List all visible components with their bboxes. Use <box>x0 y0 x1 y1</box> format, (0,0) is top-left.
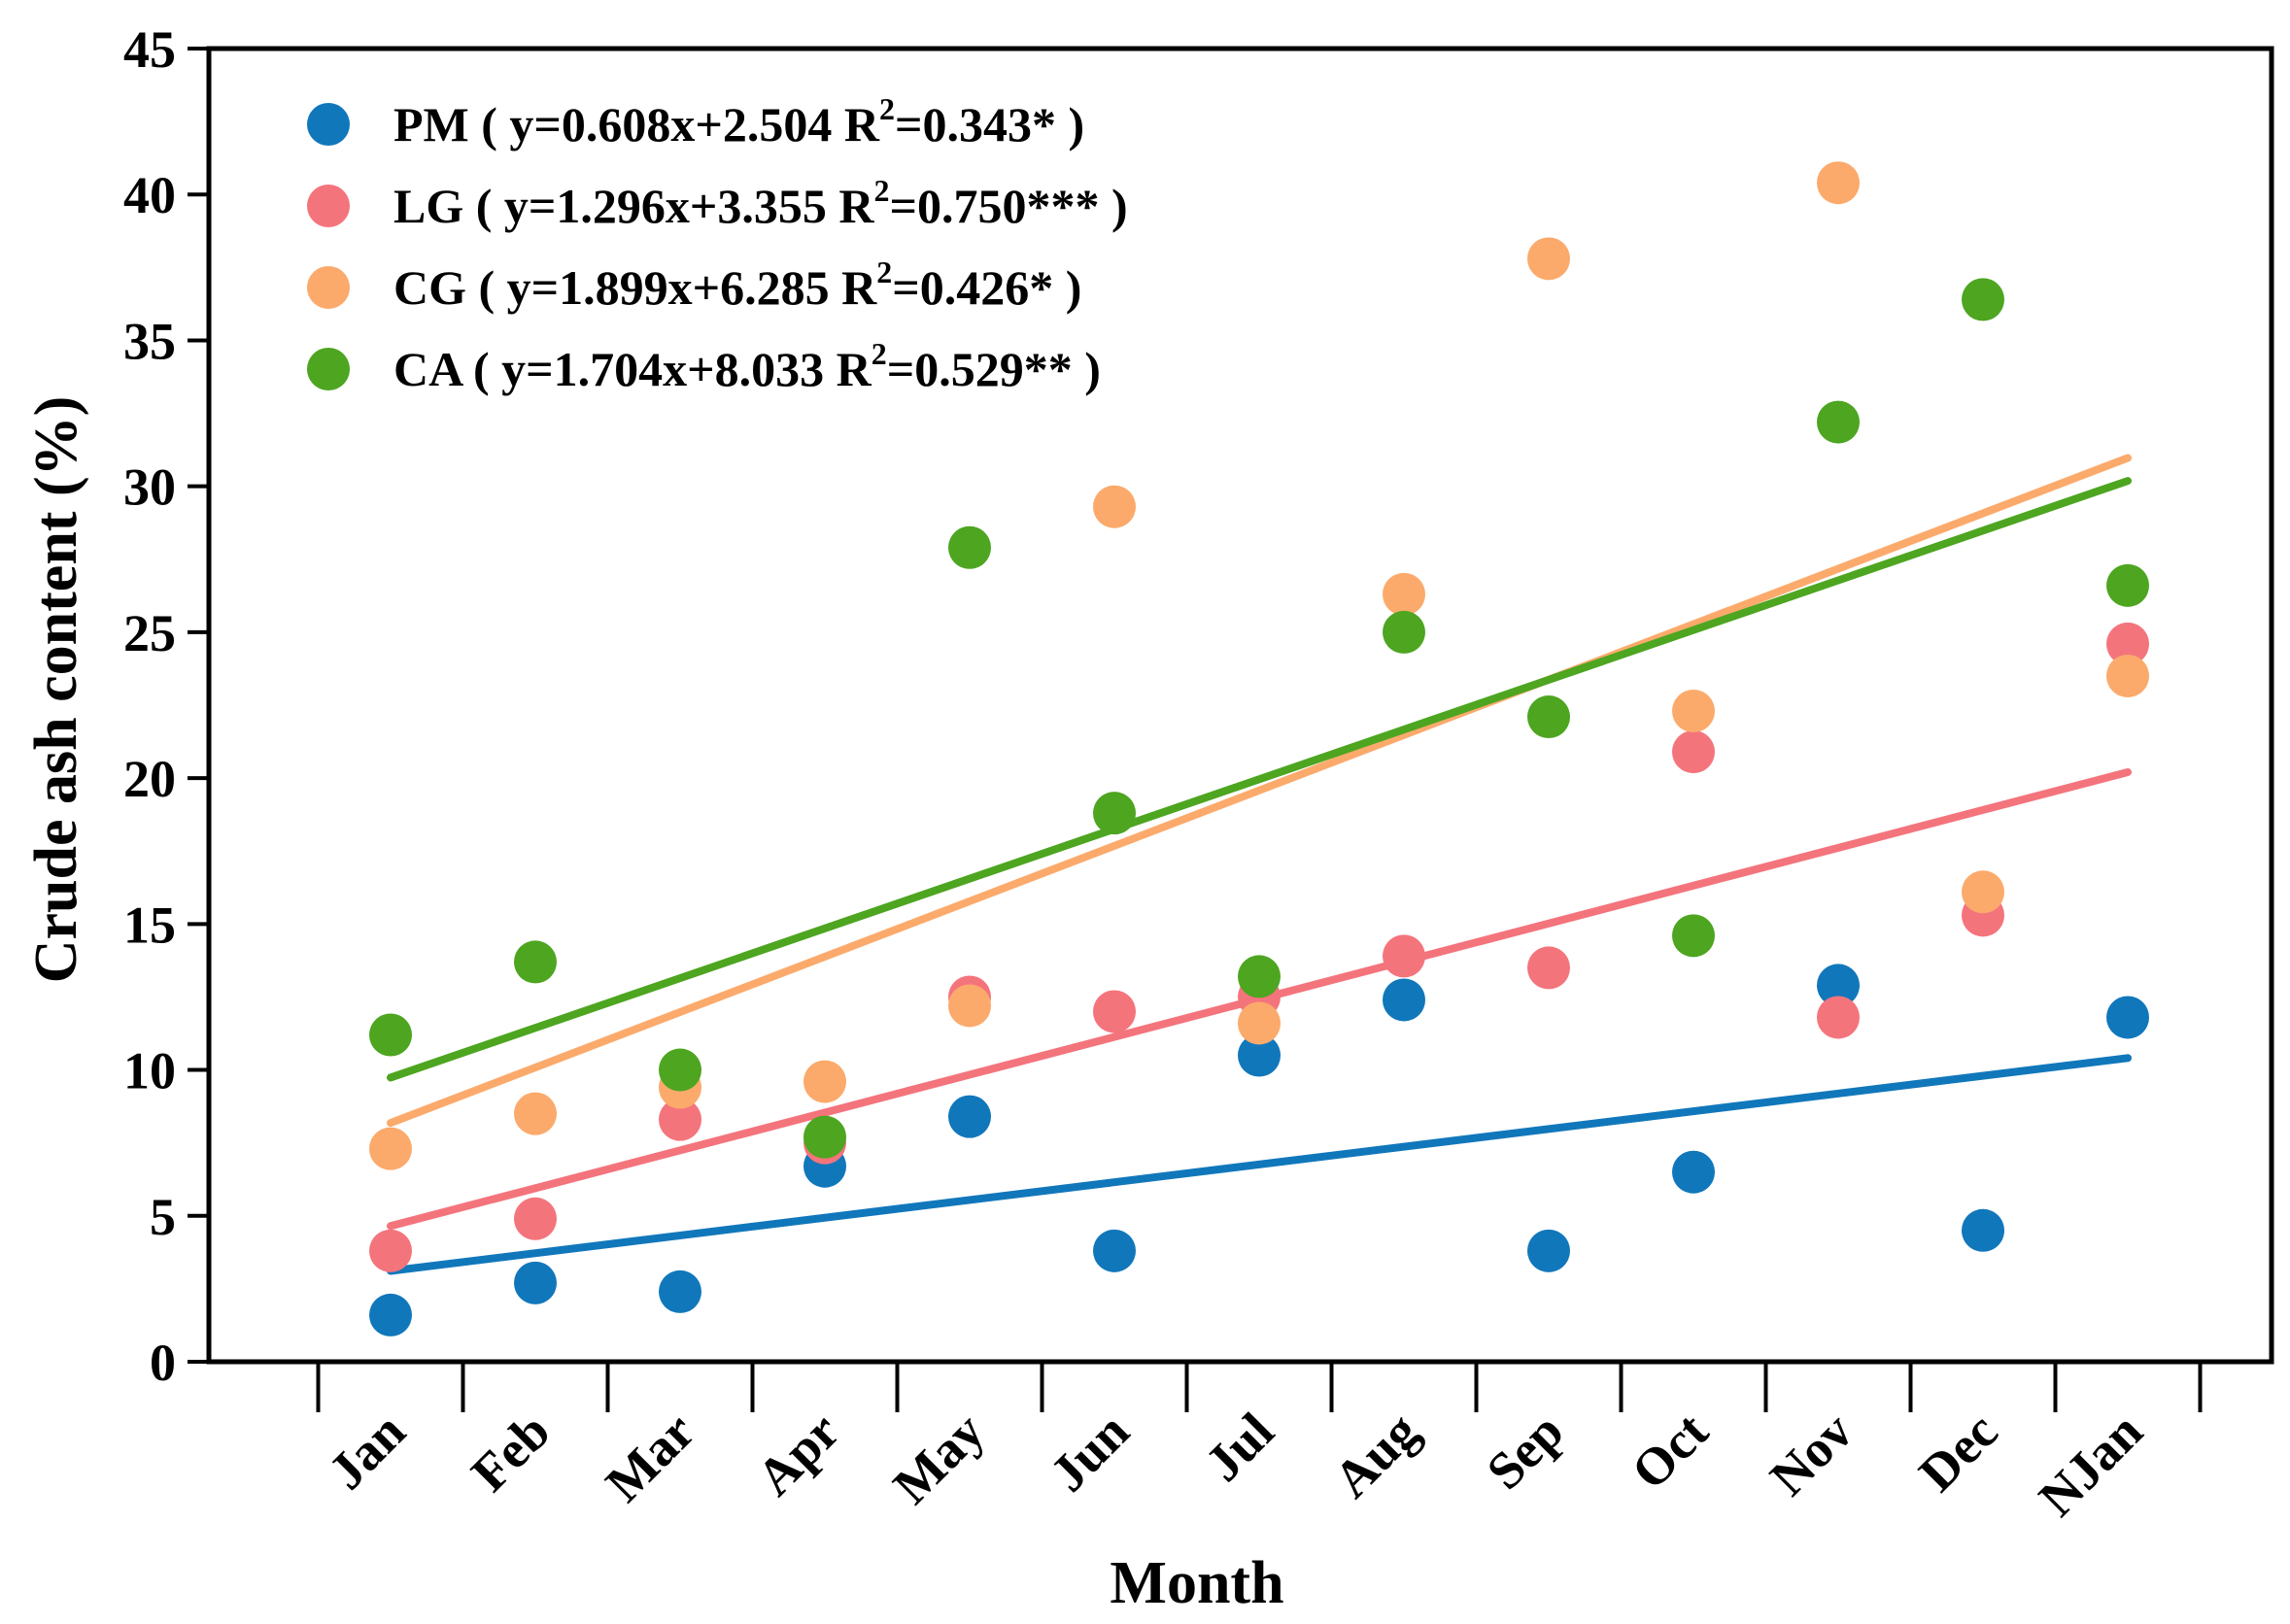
data-point-cg <box>1817 161 1860 205</box>
legend-marker-lg <box>307 185 350 227</box>
data-point-ca <box>1093 792 1136 835</box>
data-point-lg <box>369 1229 412 1272</box>
x-tick-label: Dec <box>1908 1402 2009 1503</box>
y-tick-label: 35 <box>123 312 176 370</box>
data-point-ca <box>1817 400 1860 444</box>
data-point-cg <box>1962 870 2004 914</box>
data-point-cg <box>948 984 991 1028</box>
data-point-cg <box>514 1092 557 1135</box>
data-point-ca <box>1527 695 1570 739</box>
legend-marker-pm <box>307 103 350 146</box>
data-point-cg <box>2106 654 2149 697</box>
data-point-cg <box>369 1127 412 1170</box>
y-tick-label: 5 <box>150 1188 176 1246</box>
data-point-pm <box>1962 1208 2004 1252</box>
y-tick-label: 20 <box>123 750 176 808</box>
trend-lines <box>387 454 2132 1275</box>
data-point-pm <box>2106 996 2149 1039</box>
legend-label-pm: PM ( y=0.608x+2.504 R2=0.343* ) <box>393 91 1084 152</box>
y-tick-label: 45 <box>123 20 176 79</box>
x-tick-label: Jun <box>1039 1402 1140 1503</box>
x-tick-label: Nov <box>1759 1402 1863 1506</box>
data-point-lg <box>514 1197 557 1240</box>
y-tick-label: 0 <box>150 1334 176 1392</box>
y-tick-label: 15 <box>123 896 176 954</box>
data-point-pm <box>1527 1229 1570 1272</box>
plot-border <box>206 46 2274 1365</box>
data-point-cg <box>1527 237 1570 281</box>
legend-marker-ca <box>307 348 350 390</box>
x-tick-label: NJan <box>2028 1402 2153 1527</box>
data-point-cg <box>803 1060 846 1103</box>
x-axis-title: Month <box>1110 1550 1283 1616</box>
x-tick-label: Apr <box>745 1402 850 1506</box>
data-point-lg <box>1672 730 1715 774</box>
data-point-ca <box>369 1013 412 1057</box>
data-point-ca <box>1672 914 1715 958</box>
data-point-ca <box>1383 610 1425 654</box>
data-point-pm <box>514 1261 557 1304</box>
data-point-cg <box>1383 572 1425 616</box>
plot-frame <box>206 46 2274 1365</box>
data-point-lg <box>1527 946 1570 990</box>
data-point-ca <box>948 525 991 569</box>
y-tick-label: 25 <box>123 604 176 662</box>
data-point-lg <box>1817 996 1860 1039</box>
data-point-lg <box>2106 622 2149 665</box>
trend-line-ca <box>387 477 2132 1082</box>
x-tick-label: Aug <box>1322 1402 1429 1508</box>
data-point-lg <box>1093 990 1136 1033</box>
data-points <box>369 161 2149 1336</box>
data-point-lg <box>659 1098 701 1141</box>
data-point-cg <box>1672 690 1715 733</box>
x-tick-label: Jan <box>318 1402 417 1501</box>
data-point-ca <box>2106 563 2149 607</box>
data-point-cg <box>1238 1001 1281 1045</box>
x-tick-label: Oct <box>1621 1402 1720 1501</box>
x-axis: Jan Feb Mar Apr May Jun Jul Aug Sep Oct Nov Dec NJan <box>316 1362 2203 1527</box>
data-point-ca <box>803 1115 846 1159</box>
x-tick-label: Feb <box>461 1402 562 1503</box>
legend-marker-cg <box>307 266 350 309</box>
legend-label-cg: CG ( y=1.899x+6.285 R2=0.426* ) <box>393 254 1081 315</box>
data-point-pm <box>1672 1150 1715 1194</box>
data-point-ca <box>514 940 557 984</box>
y-axis-title: Crude ash content (%) <box>23 396 89 983</box>
legend: PM ( y=0.608x+2.504 R2=0.343* ) LG ( y=1.… <box>307 91 1128 396</box>
data-point-pm <box>659 1269 701 1313</box>
y-tick-label: 10 <box>123 1042 176 1100</box>
data-point-pm <box>369 1293 412 1336</box>
legend-label-ca: CA ( y=1.704x+8.033 R2=0.529** ) <box>393 336 1101 396</box>
legend-label-lg: LG ( y=1.296x+3.355 R2=0.750*** ) <box>393 173 1128 233</box>
x-tick-label: Mar <box>595 1402 706 1513</box>
data-point-pm <box>948 1095 991 1138</box>
data-point-cg <box>1093 485 1136 528</box>
data-point-pm <box>1093 1229 1136 1272</box>
data-point-ca <box>1962 278 2004 321</box>
x-tick-label: Sep <box>1476 1402 1575 1501</box>
data-point-ca <box>659 1048 701 1092</box>
y-axis: 0 5 10 15 20 25 30 35 40 45 <box>123 20 209 1392</box>
trend-line-pm <box>387 1054 2132 1275</box>
y-tick-label: 40 <box>123 166 176 224</box>
y-tick-label: 30 <box>123 458 176 517</box>
data-point-pm <box>1383 978 1425 1022</box>
trend-line-cg <box>387 454 2132 1128</box>
x-tick-label: Jul <box>1194 1402 1284 1492</box>
x-tick-label: May <box>882 1402 996 1515</box>
data-point-lg <box>1383 934 1425 978</box>
data-point-ca <box>1238 955 1281 998</box>
data-point-pm <box>1817 964 1860 1007</box>
data-point-pm <box>1238 1033 1281 1077</box>
